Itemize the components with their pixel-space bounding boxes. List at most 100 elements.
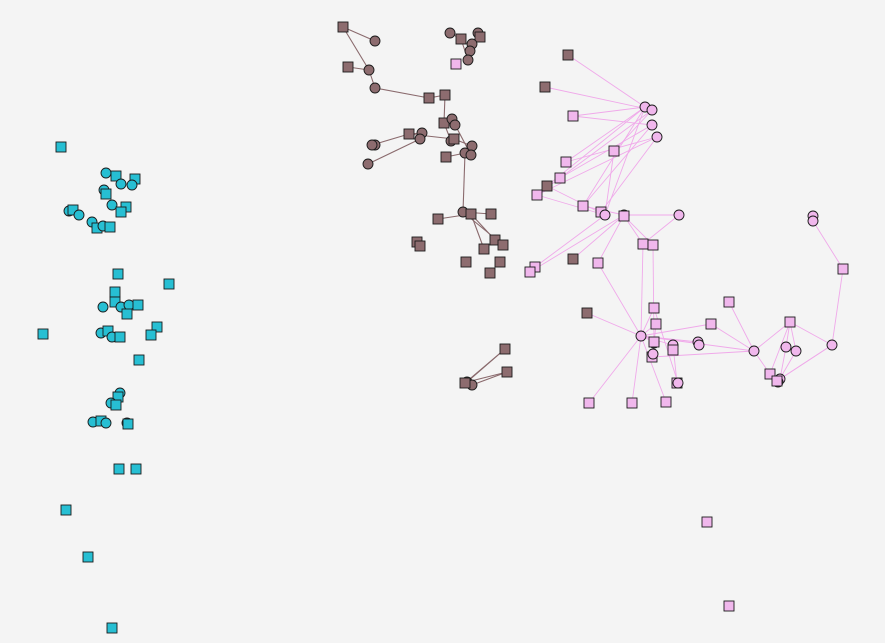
cyan-square-node-c44 [122, 418, 134, 430]
mauve-square-node-m18 [403, 128, 415, 140]
cyan-square-node-c34 [145, 329, 157, 341]
edge-p6-p2 [572, 106, 646, 117]
edge-p24-p51 [640, 335, 667, 403]
cyan-square-node-c33 [151, 321, 163, 333]
mauve-square-node-m11 [474, 31, 486, 43]
edge-m42-m46 [464, 348, 506, 384]
mauve-square-node-m32 [465, 208, 477, 220]
cyan-square-node-c46 [130, 463, 142, 475]
mauve-square-node-m30 [432, 213, 444, 225]
cyan-square-node-c18 [104, 221, 116, 233]
mauve-circle-node-m20 [414, 133, 426, 145]
edge-p32-p33 [728, 301, 755, 352]
cyan-circle-node-c6 [126, 179, 138, 191]
mauve-square-node-m36 [478, 243, 490, 255]
mauve-square-node-m46 [459, 377, 471, 389]
cyan-circle-node-c22 [97, 301, 109, 313]
edge-p24-p31 [640, 323, 712, 337]
mauve-square-node-m7 [439, 89, 451, 101]
mauve-square-node-m42 [499, 343, 511, 355]
cyan-square-node-c8 [100, 188, 112, 200]
mauve-square-node-m47 [541, 180, 553, 192]
edge-p10-p5 [536, 136, 658, 196]
cyan-square-node-c32 [114, 331, 126, 343]
pink-circle-node-p24 [635, 330, 647, 342]
pink-square-node-p53 [723, 600, 735, 612]
cyan-circle-node-c42 [100, 417, 112, 429]
pink-square-node-p1 [450, 58, 462, 70]
cyan-square-node-c35 [133, 354, 145, 366]
pink-square-node-p26 [648, 336, 660, 348]
mauve-square-node-m40 [494, 256, 506, 268]
edge-p24-p50 [631, 335, 642, 404]
pink-square-node-p22 [648, 302, 660, 314]
mauve-square-node-m41 [484, 267, 496, 279]
edge-m29-m20 [367, 138, 421, 165]
cyan-square-node-c20 [163, 278, 175, 290]
cyan-circle-node-c2 [100, 167, 112, 179]
pink-square-node-p18 [647, 239, 659, 251]
cyan-square-node-c39 [110, 399, 122, 411]
pink-square-node-p20 [524, 266, 536, 278]
mauve-square-node-m26 [440, 151, 452, 163]
edge-m51-p24 [586, 312, 642, 337]
pink-square-node-p21 [592, 257, 604, 269]
mauve-square-node-m49 [562, 49, 574, 61]
edge-m47-p13 [546, 185, 606, 216]
edge-p7-p3 [613, 109, 653, 152]
pink-circle-node-p4 [646, 119, 658, 131]
pink-square-node-p34 [784, 316, 796, 328]
edge-m48-p3 [544, 86, 653, 111]
edge-p10-p13 [536, 194, 606, 216]
pink-circle-node-p40 [807, 215, 819, 227]
edge-p8-p2 [565, 106, 646, 163]
edge-p13-p2 [604, 106, 646, 216]
mauve-circle-node-m4 [363, 64, 375, 76]
cyan-square-node-c19 [112, 268, 124, 280]
pink-square-node-p9 [554, 172, 566, 184]
edge-p13-p7 [604, 150, 615, 216]
pink-square-node-p10 [531, 189, 543, 201]
pink-circle-node-p46 [647, 348, 659, 360]
edge-p14-p20 [529, 214, 625, 273]
cyan-circle-node-c25 [123, 299, 135, 311]
mauve-square-node-m35 [414, 240, 426, 252]
mauve-square-node-m50 [567, 253, 579, 265]
edge-m43-m45 [471, 371, 508, 386]
edge-p37-p38 [831, 268, 844, 346]
pink-square-node-p52 [701, 516, 713, 528]
mauve-square-node-m43 [501, 366, 513, 378]
cyan-square-node-c47 [60, 504, 72, 516]
cyan-circle-node-c9 [106, 199, 118, 211]
mauve-circle-node-m8 [444, 27, 456, 39]
pink-square-node-p31 [705, 318, 717, 330]
mauve-square-node-m10 [455, 33, 467, 45]
pink-square-node-p8 [560, 156, 572, 168]
pink-square-node-p38 [837, 263, 849, 275]
cyan-square-node-c48 [82, 551, 94, 563]
pink-circle-node-p16 [673, 209, 685, 221]
mauve-circle-node-m28 [465, 149, 477, 161]
mauve-circle-node-m14 [462, 54, 474, 66]
pink-square-node-p17 [637, 238, 649, 250]
cyan-square-node-c11 [115, 206, 127, 218]
edge-m49-p2 [567, 54, 646, 108]
pink-circle-node-p5 [651, 131, 663, 143]
mauve-square-node-m33 [485, 208, 497, 220]
cyan-circle-node-c14 [73, 209, 85, 221]
edge-p21-p24 [597, 262, 642, 337]
edge-p17-p24 [640, 243, 644, 337]
nodes-layer [37, 21, 849, 634]
edge-p33-p34 [753, 321, 791, 352]
edge-p19-p13 [534, 214, 606, 268]
pink-circle-node-p3 [646, 104, 658, 116]
pink-circle-node-p33 [748, 345, 760, 357]
cyan-square-node-c27 [121, 308, 133, 320]
mauve-square-node-m39 [460, 256, 472, 268]
cyan-square-node-c45 [113, 463, 125, 475]
edge-p16-p17 [642, 214, 680, 245]
mauve-square-node-m38 [497, 239, 509, 251]
edge-p21-p14 [597, 214, 625, 264]
